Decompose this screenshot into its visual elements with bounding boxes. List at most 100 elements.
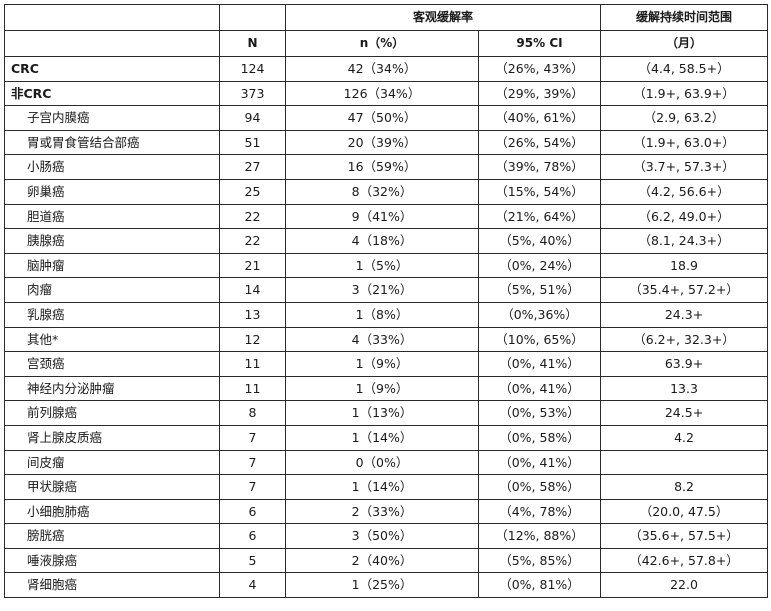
row-ci: （21%, 64%） [477,203,602,230]
table-row: 间皮瘤 7 0（0%） （0%, 41%） [4,449,769,476]
row-n: 12 [219,326,286,353]
row-ci: （4%, 78%） [477,498,602,525]
row-n-pct: 4（33%） [285,326,479,353]
row-duration-range: 18.9 [600,252,769,279]
duration-header: 缓解持续时间范围 [600,4,769,31]
row-label: 胰腺癌 [4,228,220,254]
row-label: 前列腺癌 [4,400,220,426]
row-label: 宫颈癌 [4,351,220,377]
table-row: CRC 124 42（34%） （26%, 43%） （4.4, 58.5+） [4,56,769,82]
response-table: 客观缓解率 缓解持续时间范围 N n（%） 95% CI （月） CRC 124 4… [4,4,769,599]
row-label: 唾液腺癌 [4,547,220,574]
row-n-pct: 1（9%） [285,351,479,377]
row-label: 神经内分泌肿瘤 [4,375,220,402]
header-row-2: N n（%） 95% CI （月） [4,30,769,57]
row-n: 51 [219,129,286,156]
row-ci: （0%, 41%） [477,375,602,402]
table-body: CRC 124 42（34%） （26%, 43%） （4.4, 58.5+） 非CRC 3… [4,56,769,599]
row-n-pct: 16（59%） [285,154,479,180]
row-label: 肾上腺皮质癌 [4,424,220,451]
row-ci: （0%, 41%） [477,351,602,377]
row-label: 肾细胞癌 [4,572,220,599]
row-n-pct: 1（5%） [285,252,479,279]
row-duration-range: （4.2, 56.6+） [600,178,769,205]
table-row: 宫颈癌 11 1（9%） （0%, 41%） 63.9+ [4,351,769,377]
row-ci: （0%, 53%） [477,400,602,426]
table-row: 其他* 12 4（33%） （10%, 65%） （6.2+, 32.3+） [4,326,769,353]
header-row-1: 客观缓解率 缓解持续时间范围 [4,4,769,31]
row-ci: （26%, 54%） [477,129,602,156]
row-ci: （0%, 81%） [477,572,602,599]
row-n: 7 [219,424,286,451]
row-n-pct: 20（39%） [285,129,479,156]
row-duration-range: （35.4+, 57.2+） [600,277,769,303]
header-empty-cell [4,4,220,31]
table-row: 脑肿瘤 21 1（5%） （0%, 24%） 18.9 [4,252,769,279]
row-label: 子宫内膜癌 [4,105,220,131]
table-row: 非CRC 373 126（34%） （29%, 39%） （1.9+, 63.9+） [4,80,769,107]
row-ci: （5%, 85%） [477,547,602,574]
row-label: 肉瘤 [4,277,220,303]
row-n: 6 [219,523,286,549]
row-n: 373 [219,80,286,107]
row-n-pct: 2（40%） [285,547,479,574]
row-duration-range: 22.0 [600,572,769,599]
row-n-pct: 1（14%） [285,474,479,500]
table-row: 乳腺癌 13 1（8%） （0%,36%） 24.3+ [4,301,769,328]
row-duration-range: （4.4, 58.5+） [600,56,769,82]
table-row: 膀胱癌 6 3（50%） （12%, 88%） （35.6+, 57.5+） [4,523,769,549]
row-label: 胃或胃食管结合部癌 [4,129,220,156]
row-ci: （5%, 40%） [477,228,602,254]
row-n-pct: 8（32%） [285,178,479,205]
ci-header: 95% CI [477,30,602,57]
row-label: 脑肿瘤 [4,252,220,279]
row-n: 13 [219,301,286,328]
row-label: 乳腺癌 [4,301,220,328]
row-ci: （0%, 41%） [477,449,602,476]
table-row: 小肠癌 27 16（59%） （39%, 78%） （3.7+, 57.3+） [4,154,769,180]
row-n: 11 [219,351,286,377]
row-duration-range: （1.9+, 63.0+） [600,129,769,156]
row-n: 22 [219,203,286,230]
row-n-pct: 42（34%） [285,56,479,82]
row-n-pct: 3（21%） [285,277,479,303]
row-label: 卵巢癌 [4,178,220,205]
row-label: 膀胱癌 [4,523,220,549]
orr-header: 客观缓解率 [284,4,602,31]
row-n: 5 [219,547,286,574]
row-label: 其他* [4,326,220,353]
row-duration-range: （42.6+, 57.8+） [600,547,769,574]
row-ci: （5%, 51%） [477,277,602,303]
row-ci: （26%, 43%） [477,56,602,82]
row-n: 25 [219,178,286,205]
table-row: 肾细胞癌 4 1（25%） （0%, 81%） 22.0 [4,572,769,599]
table-row: 甲状腺癌 7 1（14%） （0%, 58%） 8.2 [4,474,769,500]
table-row: 神经内分泌肿瘤 11 1（9%） （0%, 41%） 13.3 [4,375,769,402]
table-row: 肾上腺皮质癌 7 1（14%） （0%, 58%） 4.2 [4,424,769,451]
row-label: 间皮瘤 [4,449,220,476]
row-duration-range: 4.2 [600,424,769,451]
row-duration-range: （20.0, 47.5） [600,498,769,525]
row-ci: （40%, 61%） [477,105,602,131]
row-n-pct: 1（9%） [285,375,479,402]
row-duration-range [600,449,769,476]
row-ci: （39%, 78%） [477,154,602,180]
row-ci: （10%, 65%） [477,326,602,353]
row-n-pct: 1（8%） [285,301,479,328]
row-n: 4 [219,572,286,599]
row-ci: （29%, 39%） [477,80,602,107]
n-pct-header: n（%） [285,30,479,57]
row-duration-range: （35.6+, 57.5+） [600,523,769,549]
table-row: 胃或胃食管结合部癌 51 20（39%） （26%, 54%） （1.9+, 63.0+… [4,129,769,156]
table-row: 前列腺癌 8 1（13%） （0%, 53%） 24.5+ [4,400,769,426]
row-label: 小细胞肺癌 [4,498,220,525]
row-n: 124 [219,56,286,82]
header-empty-cell [219,4,286,31]
row-label: CRC [4,56,220,82]
row-n-pct: 126（34%） [285,80,479,107]
row-label: 胆道癌 [4,203,220,230]
row-n-pct: 0（0%） [285,449,479,476]
row-duration-range: 63.9+ [600,351,769,377]
row-n: 27 [219,154,286,180]
row-n: 8 [219,400,286,426]
